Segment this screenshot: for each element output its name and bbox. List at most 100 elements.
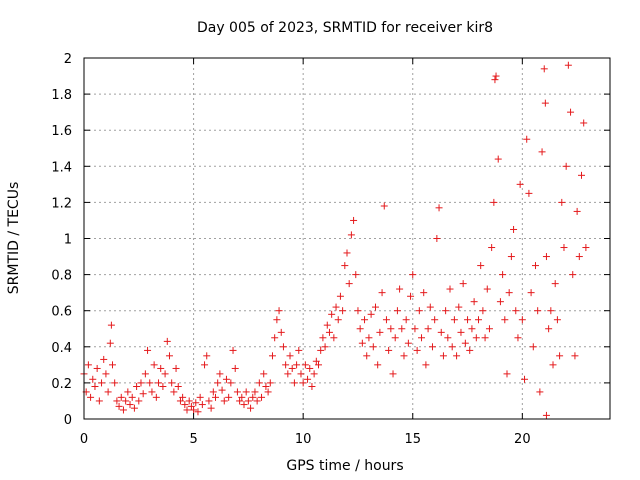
data-point — [84, 361, 92, 369]
data-point — [144, 346, 152, 354]
data-point — [407, 292, 415, 300]
data-point — [541, 99, 549, 107]
data-point — [115, 402, 123, 410]
data-point — [361, 316, 369, 324]
data-point — [308, 383, 316, 391]
data-point — [549, 361, 557, 369]
data-point — [293, 361, 301, 369]
data-point — [409, 271, 417, 279]
data-point — [328, 310, 336, 318]
data-point — [179, 393, 187, 401]
data-point — [472, 334, 480, 342]
data-point — [398, 325, 406, 333]
data-point — [479, 307, 487, 315]
data-point — [496, 298, 504, 306]
data-point — [468, 325, 476, 333]
data-point — [113, 397, 121, 405]
data-point — [161, 370, 169, 378]
data-point — [466, 346, 474, 354]
data-point — [453, 352, 461, 360]
data-point — [157, 364, 165, 372]
data-point — [209, 388, 217, 396]
data-point — [183, 406, 191, 414]
data-point — [437, 328, 445, 336]
data-point — [457, 328, 465, 336]
data-point — [446, 285, 454, 293]
data-point — [227, 379, 235, 387]
data-point — [286, 352, 294, 360]
x-tick-label: 10 — [295, 432, 312, 447]
data-point — [411, 325, 419, 333]
data-point — [330, 334, 338, 342]
data-point — [483, 285, 491, 293]
data-point — [435, 204, 443, 212]
y-tick-label: 0.4 — [51, 341, 72, 356]
data-point — [560, 244, 568, 252]
data-point — [247, 404, 255, 412]
y-tick-label: 0.8 — [51, 269, 72, 284]
data-point — [545, 325, 553, 333]
data-point — [225, 393, 233, 401]
data-point — [492, 72, 500, 80]
data-point — [580, 119, 588, 127]
data-point — [389, 370, 397, 378]
data-point — [165, 352, 173, 360]
data-point — [439, 352, 447, 360]
data-point — [95, 397, 103, 405]
data-point — [185, 397, 193, 405]
data-point — [514, 334, 522, 342]
data-point — [378, 289, 386, 297]
data-point — [148, 388, 156, 396]
data-point — [374, 361, 382, 369]
data-point — [124, 388, 132, 396]
data-point — [345, 280, 353, 288]
data-point — [358, 339, 366, 347]
data-point — [111, 379, 119, 387]
data-points — [80, 61, 590, 419]
data-point — [299, 379, 307, 387]
data-point — [238, 393, 246, 401]
x-tick-labels: 0 5 10 15 20 — [80, 432, 531, 447]
data-point — [201, 361, 209, 369]
data-point — [448, 343, 456, 351]
data-point — [562, 162, 570, 170]
data-point — [315, 361, 323, 369]
data-point — [571, 352, 579, 360]
data-point — [277, 328, 285, 336]
data-point — [542, 253, 550, 261]
data-point — [176, 397, 184, 405]
data-point — [371, 303, 379, 311]
data-point — [420, 289, 428, 297]
data-point — [126, 401, 134, 409]
data-point — [433, 235, 441, 242]
data-point — [288, 364, 296, 372]
y-tick-labels: 0 0.2 0.4 0.6 0.8 1 1.2 1.4 1.6 1.8 2 — [51, 52, 72, 428]
data-point — [575, 253, 583, 261]
y-axis-label: SRMTID / TECUs — [6, 182, 22, 295]
data-point — [91, 383, 99, 391]
data-point — [418, 334, 426, 342]
chart-title: Day 005 of 2023, SRMTID for receiver kir… — [197, 20, 493, 36]
data-point — [260, 370, 268, 378]
data-point — [163, 337, 171, 345]
grid-lines — [84, 58, 610, 419]
y-tick-label: 0.6 — [51, 305, 72, 320]
data-point — [547, 307, 555, 315]
y-tick-label: 1.8 — [51, 88, 72, 103]
data-point — [130, 404, 138, 412]
data-point — [385, 346, 393, 354]
data-point — [229, 346, 237, 354]
data-point — [192, 399, 200, 407]
x-tick-label: 5 — [189, 432, 197, 447]
data-point — [244, 397, 252, 405]
data-point — [240, 401, 248, 409]
data-point — [317, 346, 325, 354]
y-tick-label: 1.4 — [51, 160, 72, 175]
data-point — [255, 379, 263, 387]
data-point — [128, 393, 136, 401]
data-point — [264, 388, 272, 396]
data-point — [119, 406, 127, 414]
y-tick-label: 1.6 — [51, 124, 72, 139]
data-point — [332, 303, 340, 311]
